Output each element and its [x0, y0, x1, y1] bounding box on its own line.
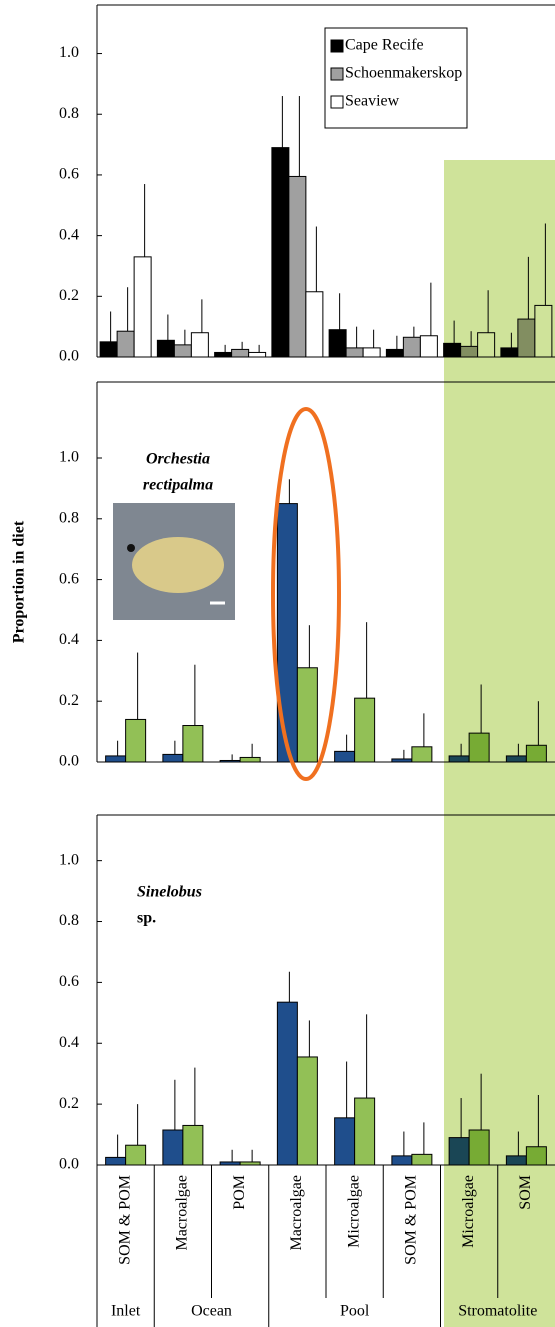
y-tick-label: 0.6	[59, 570, 79, 587]
y-tick-label: 0.2	[59, 1095, 79, 1112]
amphipod-eye	[127, 544, 135, 552]
panel-title: Sinelobus	[137, 884, 202, 901]
bar	[296, 667, 318, 763]
y-tick-label: 0.6	[59, 166, 79, 183]
bar	[190, 332, 209, 358]
bar	[182, 1124, 204, 1166]
bar	[271, 147, 290, 358]
legend-label: Schoenmakerskop	[345, 65, 462, 82]
group-label: Ocean	[191, 1303, 232, 1320]
bar	[162, 753, 184, 763]
bar	[219, 759, 241, 763]
bar	[385, 348, 404, 358]
highlight-ellipse	[271, 407, 341, 781]
amphipod-body	[132, 537, 224, 593]
bar	[328, 329, 347, 358]
x-tick-label: SOM & POM	[403, 1175, 420, 1265]
overlay-layer: Cape Recife Schoenmakerskop Seaview Orchest…	[113, 27, 468, 927]
bar	[248, 351, 267, 358]
y-tick-label: 0.8	[59, 105, 79, 122]
bar	[125, 718, 147, 763]
bar	[105, 1156, 127, 1166]
y-tick-label: 0.2	[59, 287, 79, 304]
legend-box	[324, 27, 468, 129]
bar	[345, 347, 364, 358]
bar	[402, 336, 421, 358]
x-tick-label: Microalgae	[345, 1175, 362, 1248]
bar	[391, 1155, 413, 1166]
x-tick-label: Macroalgae	[288, 1175, 305, 1251]
bar	[214, 351, 233, 358]
bar	[334, 750, 356, 763]
y-tick-label: 0.4	[59, 226, 79, 243]
y-tick-label: 1.0	[59, 44, 79, 61]
legend-swatch	[330, 39, 344, 53]
y-tick-label: 1.0	[59, 449, 79, 466]
legend-swatch	[330, 67, 344, 81]
y-tick-label: 0.8	[59, 912, 79, 929]
bar	[305, 291, 324, 358]
bar	[276, 1001, 298, 1166]
y-tick-label: 0.2	[59, 692, 79, 709]
bar	[411, 1153, 433, 1166]
bar	[276, 503, 298, 763]
legend-swatch	[330, 95, 344, 109]
bar	[334, 1117, 356, 1166]
bar	[162, 1129, 184, 1166]
y-tick-label: 0.0	[59, 1156, 79, 1173]
bar	[173, 344, 192, 358]
panel-title: sp.	[137, 910, 156, 927]
bar	[362, 347, 381, 358]
y-tick-label: 0.8	[59, 509, 79, 526]
y-tick-label: 0.0	[59, 348, 79, 365]
bar	[105, 755, 127, 763]
stromatolite-shade	[444, 160, 555, 1327]
y-axis-label: Proportion in diet	[11, 520, 28, 643]
bar	[125, 1144, 147, 1166]
x-tick-label: POM	[231, 1175, 248, 1210]
y-tick-label: 0.4	[59, 631, 79, 648]
y-tick-label: 1.0	[59, 851, 79, 868]
bar	[231, 348, 250, 358]
bar	[391, 758, 413, 763]
y-tick-label: 0.4	[59, 1034, 79, 1051]
bar	[239, 756, 261, 763]
x-tick-label: SOM & POM	[116, 1175, 133, 1265]
panel-title: rectipalma	[143, 477, 213, 494]
bar	[296, 1056, 318, 1166]
y-tick-label: 0.6	[59, 973, 79, 990]
bar	[419, 335, 438, 358]
bar	[156, 339, 175, 358]
panel-title: Orchestia	[146, 451, 210, 468]
bar	[99, 341, 118, 358]
bar	[133, 256, 152, 358]
legend-label: Seaview	[345, 93, 400, 110]
bar	[354, 697, 376, 763]
bar	[116, 330, 135, 358]
bar	[288, 175, 307, 358]
x-tick-label: Macroalgae	[174, 1175, 191, 1251]
group-label: Pool	[340, 1303, 370, 1320]
group-label: Inlet	[111, 1303, 141, 1320]
bar	[239, 1161, 261, 1166]
bar	[182, 725, 204, 763]
bar	[354, 1097, 376, 1166]
bar	[411, 746, 433, 763]
bar	[219, 1161, 241, 1166]
legend-label: Cape Recife	[345, 37, 424, 54]
y-tick-label: 0.0	[59, 753, 79, 770]
